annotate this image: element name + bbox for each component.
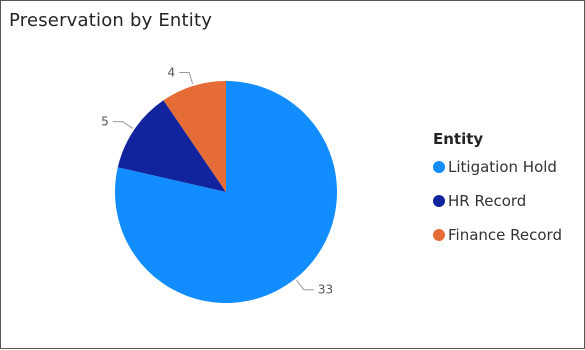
pie-slice-litigation-hold[interactable] bbox=[115, 81, 338, 303]
legend-title: Entity bbox=[433, 130, 483, 148]
legend-marker-finance-record bbox=[433, 229, 445, 241]
leader-line-hr-record bbox=[112, 121, 133, 129]
pie-slice-hr-record[interactable] bbox=[117, 100, 226, 192]
legend-item-hr-record[interactable]: HR Record bbox=[448, 192, 526, 210]
data-label-hr-record: 5 bbox=[101, 115, 109, 129]
pie-slice-finance-record[interactable] bbox=[163, 81, 226, 192]
leader-line-litigation-hold bbox=[296, 280, 314, 291]
chart-title: Preservation by Entity bbox=[9, 10, 213, 31]
data-label-litigation-hold: 33 bbox=[318, 283, 333, 297]
data-label-finance-record: 4 bbox=[168, 66, 176, 80]
legend-marker-hr-record bbox=[433, 195, 445, 207]
leader-line-finance-record bbox=[179, 72, 194, 85]
legend-marker-litigation-hold bbox=[433, 161, 445, 173]
legend-item-litigation-hold[interactable]: Litigation Hold bbox=[448, 158, 557, 176]
legend-item-finance-record[interactable]: Finance Record bbox=[448, 226, 562, 244]
